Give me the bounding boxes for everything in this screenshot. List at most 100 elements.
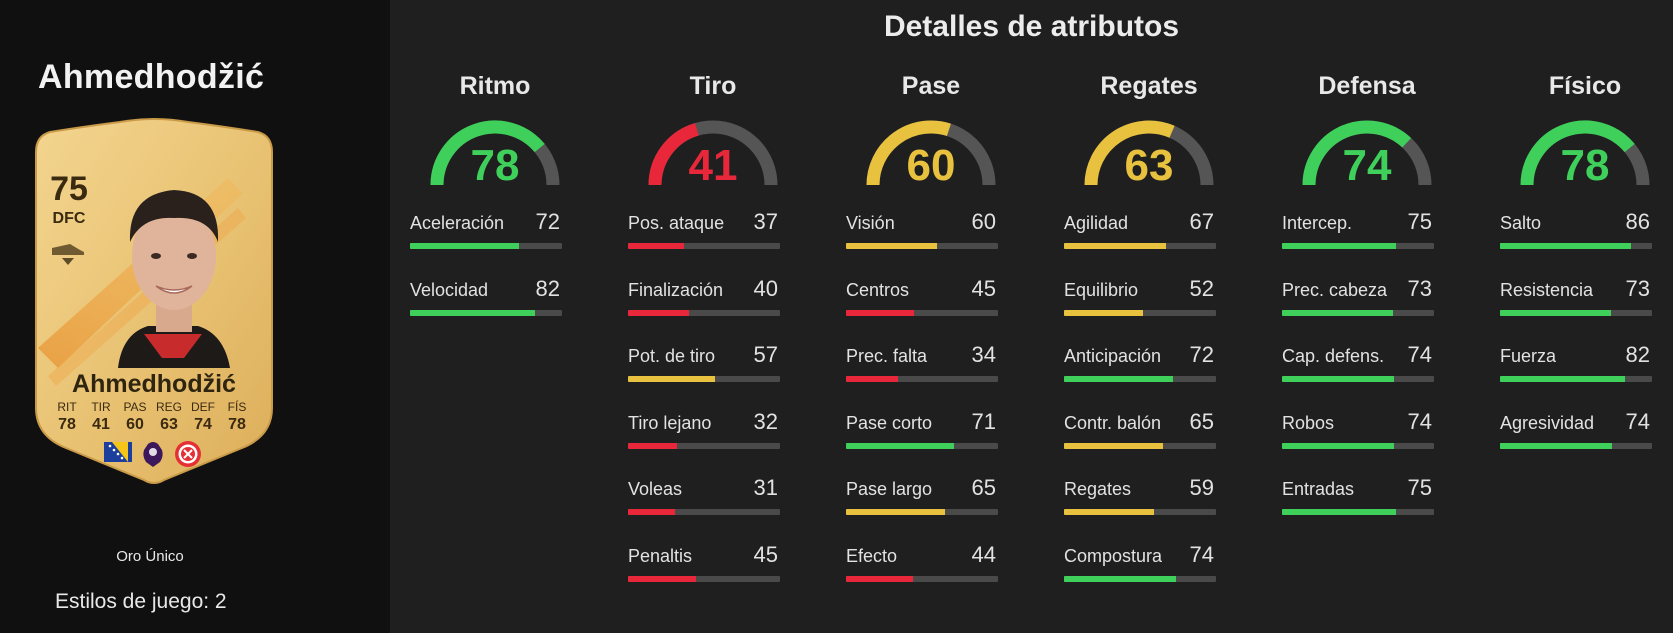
attribute-bar (846, 575, 998, 582)
attribute-row[interactable]: Pase corto 71 (846, 403, 998, 470)
attribute-bar (628, 575, 780, 582)
attribute-name: Intercep. (1282, 213, 1353, 233)
category-0: Ritmo 78 Aceleración 72 Velocidad 82 (410, 72, 580, 336)
attribute-value: 65 (971, 475, 996, 501)
category-1: Tiro 41 Pos. ataque 37 Finalización 40 Pot. de… (628, 72, 798, 603)
attribute-row[interactable]: Visión 60 (846, 203, 998, 270)
attribute-bar-fill (1282, 309, 1393, 316)
attribute-bar (628, 243, 780, 249)
attribute-row[interactable]: Velocidad 82 (410, 270, 562, 337)
attribute-name: Tiro lejano (628, 412, 712, 433)
player-photo (118, 190, 230, 368)
attribute-value: 74 (1189, 541, 1214, 567)
attribute-row[interactable]: Pase largo 65 (846, 469, 998, 536)
attribute-row[interactable]: Agresividad 74 (1500, 403, 1652, 470)
attribute-row[interactable]: Voleas 31 (628, 469, 780, 536)
card-name: Ahmedhodžić (72, 370, 236, 398)
card-stat-value: 63 (160, 416, 178, 433)
attribute-value: 74 (1625, 408, 1650, 434)
attribute-name: Anticipación (1064, 346, 1162, 367)
attribute-bar-fill (628, 376, 715, 383)
playstyles-count[interactable]: Estilos de juego: 2 (55, 590, 227, 613)
attribute-name: Cap. defens. (1282, 346, 1385, 367)
attribute-row[interactable]: Equilibrio 52 (1064, 270, 1216, 337)
attribute-value: 74 (1407, 342, 1432, 368)
attribute-bar (410, 309, 562, 316)
attribute-row[interactable]: Contr. balón 65 (1064, 403, 1216, 470)
attribute-row[interactable]: Compostura 74 (1064, 536, 1216, 603)
attribute-bar (1282, 376, 1434, 383)
card-stat-label: REG (155, 400, 182, 414)
attribute-bar-fill (1064, 309, 1144, 316)
gauge-fill (430, 120, 545, 186)
attribute-bar-fill (1064, 509, 1154, 516)
attribute-value: 86 (1625, 209, 1650, 234)
attribute-row[interactable]: Tiro lejano 32 (628, 403, 780, 470)
attribute-bar-fill (410, 309, 535, 316)
category-value: 78 (470, 141, 520, 190)
card-stat-value: 74 (194, 416, 212, 433)
nation-flag-icon (104, 442, 132, 462)
card-stat: REG 63 (154, 400, 184, 434)
attribute-row[interactable]: Prec. cabeza 73 (1282, 270, 1434, 337)
attribute-row[interactable]: Efecto 44 (846, 536, 998, 603)
attribute-bar-fill (846, 575, 913, 582)
card-stat-value: 78 (58, 416, 76, 433)
attribute-bar (1282, 243, 1434, 249)
attribute-list: Visión 60 Centros 45 Prec. falta 34 Pase corto… (846, 203, 1016, 603)
attribute-row[interactable]: Fuerza 82 (1500, 336, 1652, 403)
attribute-bar (1500, 243, 1652, 249)
category-title: Tiro (689, 72, 737, 100)
attribute-value: 34 (971, 342, 996, 368)
attribute-row[interactable]: Pot. de tiro 57 (628, 336, 780, 403)
league-logo-icon (143, 442, 163, 467)
attribute-name: Pot. de tiro (628, 346, 716, 367)
attribute-value: 73 (1625, 275, 1650, 301)
attribute-value: 32 (753, 408, 778, 434)
attribute-name: Visión (846, 213, 895, 233)
category-2: Pase 60 Visión 60 Centros 45 Prec. falta 34 Pase… (846, 72, 1016, 603)
boot-icon (52, 244, 84, 265)
category-gauge: 78 (425, 113, 565, 193)
attribute-bar (628, 509, 780, 516)
attribute-bar (846, 442, 998, 449)
attribute-bar-fill (628, 575, 697, 582)
attribute-value: 40 (753, 275, 778, 301)
attribute-bar (846, 509, 998, 516)
category-title: Ritmo (459, 72, 531, 100)
attribute-row[interactable]: Intercep. 75 (1282, 203, 1434, 270)
player-card[interactable]: 75 DFC Ahmedhodžić RIT 78 TIR 41 PAS 60 REG… (28, 118, 280, 488)
card-stat: DEF 74 (188, 400, 218, 434)
attribute-value: 31 (753, 475, 778, 501)
attribute-row[interactable]: Aceleración 72 (410, 203, 562, 270)
attribute-bar-fill (1064, 442, 1163, 449)
attribute-row[interactable]: Entradas 75 (1282, 469, 1434, 536)
attribute-row[interactable]: Agilidad 67 (1064, 203, 1216, 270)
club-crest-icon (175, 441, 201, 467)
attribute-row[interactable]: Regates 59 (1064, 469, 1216, 536)
attribute-row[interactable]: Centros 45 (846, 270, 998, 337)
card-stat-value: 60 (126, 416, 144, 433)
attribute-bar-fill (1500, 442, 1613, 449)
category-gauge: 41 (643, 113, 783, 193)
attribute-value: 45 (753, 541, 778, 567)
attribute-row[interactable]: Resistencia 73 (1500, 270, 1652, 337)
card-rating: 75 (50, 170, 88, 208)
attribute-bar (846, 309, 998, 316)
card-stats: RIT 78 TIR 41 PAS 60 REG 63 DEF 74 FÍS 78 (52, 400, 252, 434)
attribute-row[interactable]: Pos. ataque 37 (628, 203, 780, 270)
attribute-row[interactable]: Robos 74 (1282, 403, 1434, 470)
card-stat-label: FÍS (227, 400, 247, 414)
card-type-label: Oro Único (116, 548, 184, 565)
card-position: DFC (52, 210, 86, 227)
category-gauge: 60 (861, 113, 1001, 193)
attribute-row[interactable]: Salto 86 (1500, 203, 1652, 270)
attribute-bar (1282, 509, 1434, 516)
card-stat-label: RIT (57, 400, 77, 414)
attribute-name: Agilidad (1064, 213, 1129, 233)
attribute-row[interactable]: Finalización 40 (628, 270, 780, 337)
attribute-row[interactable]: Cap. defens. 74 (1282, 336, 1434, 403)
attribute-row[interactable]: Anticipación 72 (1064, 336, 1216, 403)
attribute-row[interactable]: Prec. falta 34 (846, 336, 998, 403)
attribute-row[interactable]: Penaltis 45 (628, 536, 780, 603)
